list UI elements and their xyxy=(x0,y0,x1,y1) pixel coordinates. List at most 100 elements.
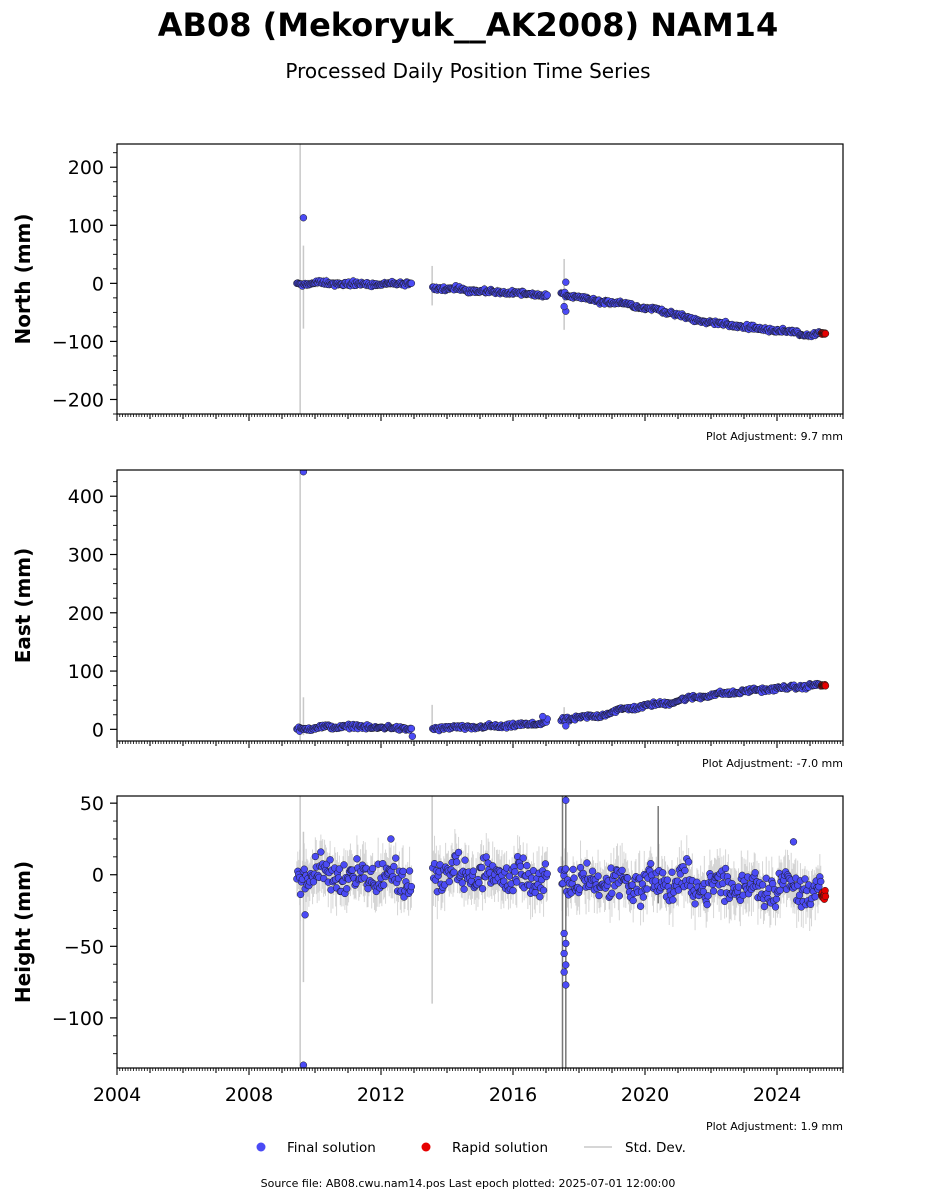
final-solution-point xyxy=(575,885,584,893)
final-solution-point xyxy=(453,858,461,866)
final-solution-point xyxy=(317,848,325,856)
final-solution-point xyxy=(560,968,568,976)
final-solution-point xyxy=(296,890,305,899)
final-solution-point xyxy=(699,888,708,896)
final-solution-point xyxy=(505,872,514,880)
final-solution-point xyxy=(478,863,486,872)
x-tick-label: 2016 xyxy=(489,1084,537,1106)
final-solution-point xyxy=(659,869,667,877)
final-solution-point xyxy=(445,878,453,886)
legend: Final solution Rapid solution Std. Dev. xyxy=(256,1140,686,1156)
final-solution-point xyxy=(523,862,531,870)
final-solution-point xyxy=(771,903,780,911)
final-solution-point xyxy=(668,868,676,876)
final-solution-point xyxy=(608,889,616,897)
y-tick-label: −50 xyxy=(64,936,104,958)
final-solution-point xyxy=(478,885,487,893)
final-solution-point xyxy=(758,881,767,889)
final-solution-point xyxy=(562,722,570,730)
y-tick-label: 200 xyxy=(68,603,104,625)
chart-subtitle: Processed Daily Position Time Series xyxy=(285,59,650,83)
y-axis-label: East (mm) xyxy=(11,548,35,664)
final-solution-point xyxy=(301,911,309,919)
final-solution-point xyxy=(560,302,568,311)
final-solution-point xyxy=(299,1061,308,1068)
final-solution-point xyxy=(560,929,568,938)
rapid-solution-point xyxy=(821,682,830,690)
final-solution-point xyxy=(562,796,570,804)
final-solution-point xyxy=(628,881,636,889)
y-tick-label: 100 xyxy=(68,215,104,237)
final-solution-point xyxy=(299,214,308,222)
final-solution-point xyxy=(618,866,626,875)
final-solution-point xyxy=(647,859,655,868)
final-solution-point xyxy=(475,879,483,887)
final-solution-point xyxy=(663,876,672,884)
final-solution-point xyxy=(570,874,578,882)
final-solution-point xyxy=(509,887,517,895)
final-solution-point xyxy=(300,865,308,873)
final-solution-point xyxy=(390,862,398,871)
final-solution-point xyxy=(583,859,591,867)
final-solution-point xyxy=(562,981,570,989)
plot-area xyxy=(293,796,830,1068)
final-solution-point xyxy=(343,885,351,893)
x-tick-label: 2008 xyxy=(225,1084,273,1106)
plot-adjustment-note: Plot Adjustment: -7.0 mm xyxy=(702,757,843,770)
final-solution-point xyxy=(511,868,519,876)
x-tick-label: 2020 xyxy=(621,1084,669,1106)
final-solution-point xyxy=(340,861,348,869)
final-solution-point xyxy=(636,902,645,910)
final-solution-point xyxy=(326,856,334,864)
final-solution-point xyxy=(364,885,372,893)
final-solution-point xyxy=(588,867,597,875)
final-solution-point xyxy=(684,858,693,866)
y-tick-label: −100 xyxy=(52,331,104,353)
rapid-solution-point xyxy=(821,892,830,901)
y-axis-label: Height (mm) xyxy=(11,861,35,1003)
y-tick-label: 100 xyxy=(68,661,104,683)
final-solution-point xyxy=(392,854,400,862)
final-solution-point xyxy=(562,865,570,873)
final-solution-point xyxy=(543,291,551,299)
x-tick-label: 2004 xyxy=(93,1084,141,1106)
final-solution-point xyxy=(460,885,468,893)
final-solution-point xyxy=(789,838,798,846)
final-solution-point xyxy=(643,885,651,893)
final-solution-point xyxy=(539,886,548,894)
final-solution-point xyxy=(562,961,570,969)
final-solution-point xyxy=(623,874,632,882)
final-solution-point xyxy=(368,864,377,873)
final-solution-point xyxy=(408,732,417,740)
legend-final-marker xyxy=(256,1142,266,1152)
legend-std-label: Std. Dev. xyxy=(625,1140,686,1156)
final-solution-point xyxy=(721,864,730,873)
y-axis-label: North (mm) xyxy=(11,213,35,344)
y-tick-label: −100 xyxy=(52,1008,104,1030)
x-tick-label: 2024 xyxy=(753,1084,801,1106)
final-solution-point xyxy=(407,279,416,287)
final-solution-point xyxy=(595,891,603,900)
legend-final-label: Final solution xyxy=(287,1140,376,1156)
final-solution-point xyxy=(776,886,784,894)
final-solution-point xyxy=(500,877,508,885)
final-solution-point xyxy=(461,856,469,864)
final-solution-point xyxy=(639,893,647,901)
x-tick-label: 2012 xyxy=(357,1084,405,1106)
final-solution-point xyxy=(709,887,718,895)
final-solution-point xyxy=(674,886,683,894)
final-solution-point xyxy=(594,872,602,880)
final-solution-point xyxy=(335,865,344,873)
y-tick-label: 400 xyxy=(68,486,104,508)
final-solution-point xyxy=(801,875,809,883)
plot-adjustment-note: Plot Adjustment: 1.9 mm xyxy=(706,1120,843,1133)
final-solution-point xyxy=(311,852,319,861)
rapid-solution-point xyxy=(821,329,830,338)
final-solution-point xyxy=(703,901,711,909)
y-tick-label: −200 xyxy=(52,389,104,411)
y-tick-label: 50 xyxy=(80,793,104,815)
final-solution-point xyxy=(516,862,525,871)
final-solution-point xyxy=(454,848,463,857)
final-solution-point xyxy=(482,853,490,861)
